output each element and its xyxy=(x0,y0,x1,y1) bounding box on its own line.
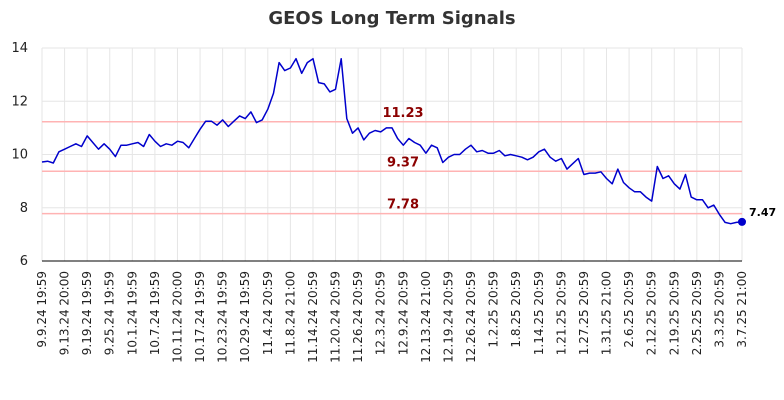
x-tick-label: 12.19.24 20:59 xyxy=(441,271,455,363)
last-point-label: 7.47 xyxy=(749,206,776,219)
x-tick-label: 11.26.24 20:59 xyxy=(351,271,365,363)
x-tick-label: 1.31.25 21:00 xyxy=(600,271,614,355)
x-tick-label: 1.8.25 20:59 xyxy=(509,271,523,348)
x-tick-label: 11.20.24 20:59 xyxy=(329,271,343,363)
last-point-marker xyxy=(738,217,746,226)
signal-line-label: 7.78 xyxy=(387,198,419,213)
x-tick-label: 10.17.24 19:59 xyxy=(193,271,207,363)
x-tick-label: 9.25.24 19:59 xyxy=(103,271,117,355)
signal-line-label: 9.37 xyxy=(387,155,419,170)
x-tick-label: 1.27.25 20:59 xyxy=(577,271,591,355)
x-tick-label: 11.4.24 20:59 xyxy=(261,271,275,355)
price-line xyxy=(41,57,743,225)
x-tick-label: 11.8.24 21:00 xyxy=(283,271,297,355)
x-tick-label: 12.13.24 21:00 xyxy=(419,271,433,363)
labels: 11.23 9.37 7.78 7.47 xyxy=(382,106,776,219)
x-tick-label: 10.29.24 19:59 xyxy=(238,271,252,363)
x-tick-label: 12.9.24 20:59 xyxy=(396,271,410,355)
axes: 6 8 10 12 14 9.9.24 19:59 9.13.24 20:00 9.19.24… xyxy=(11,41,749,363)
x-tick-label: 9.13.24 20:00 xyxy=(58,271,72,355)
x-tick-label: 9.19.24 19:59 xyxy=(80,271,94,355)
y-tick-label: 14 xyxy=(11,41,28,56)
x-tick-label: 11.14.24 20:59 xyxy=(306,271,320,363)
x-tick-label: 10.7.24 19:59 xyxy=(148,271,162,355)
x-tick-label: 3.3.25 20:59 xyxy=(712,271,726,348)
x-tick-label: 2.19.25 20:59 xyxy=(667,271,681,355)
signal-lines xyxy=(42,121,742,215)
grid xyxy=(41,47,743,262)
y-tick-label: 10 xyxy=(11,148,28,163)
signal-line-label: 11.23 xyxy=(382,106,423,121)
x-tick-label: 12.26.24 20:59 xyxy=(464,271,478,363)
x-tick-label: 1.14.25 20:59 xyxy=(532,271,546,355)
x-tick-label: 10.11.24 20:00 xyxy=(170,271,184,363)
x-tick-label: 3.7.25 21:00 xyxy=(735,271,749,348)
x-tick-label: 2.6.25 20:59 xyxy=(622,271,636,348)
x-tick-label: 2.12.25 20:59 xyxy=(645,271,659,355)
x-tick-label: 9.9.24 19:59 xyxy=(35,271,49,348)
chart-title: GEOS Long Term Signals xyxy=(268,8,516,29)
x-tick-label: 2.25.25 20:59 xyxy=(690,271,704,355)
x-tick-label: 12.3.24 20:59 xyxy=(374,271,388,355)
x-tick-label: 10.1.24 19:59 xyxy=(125,271,139,355)
x-tick-label: 10.23.24 19:59 xyxy=(216,271,230,363)
y-tick-label: 6 xyxy=(20,254,28,269)
y-tick-label: 8 xyxy=(20,201,28,216)
x-tick-label: 1.2.25 20:59 xyxy=(487,271,501,348)
x-tick-label: 1.21.25 20:59 xyxy=(554,271,568,355)
y-tick-label: 12 xyxy=(11,94,28,109)
series xyxy=(41,57,746,226)
